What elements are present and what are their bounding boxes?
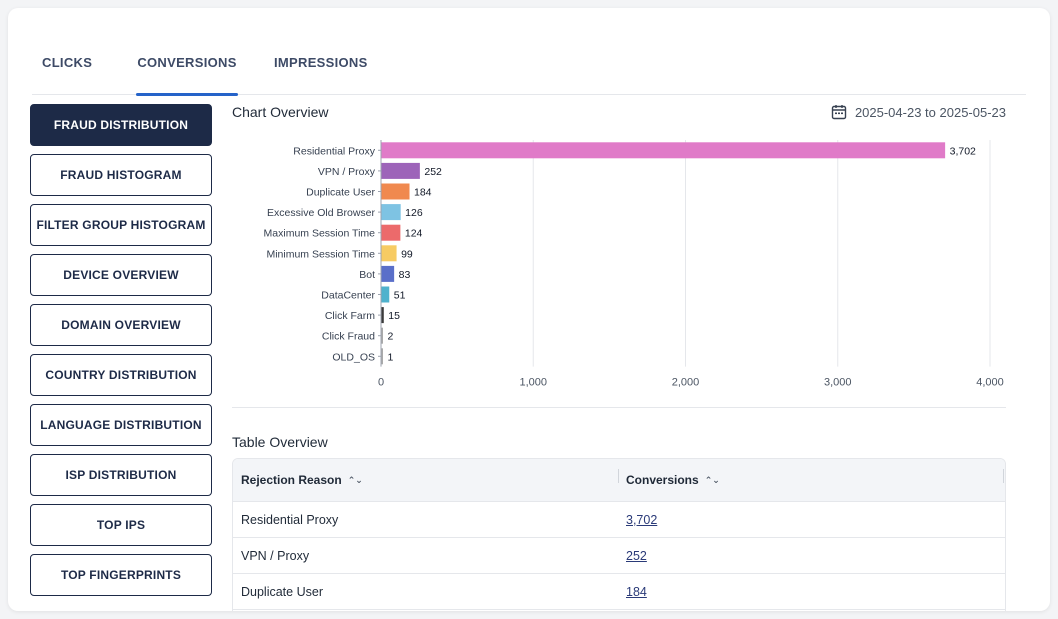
bar xyxy=(381,348,383,365)
table-section-title: Table Overview xyxy=(232,434,328,450)
category-label: Click Farm xyxy=(325,310,375,322)
bar xyxy=(381,286,390,303)
calendar-icon xyxy=(831,104,847,120)
rejection-table: Rejection Reason ⌃⌄ Conversions ⌃⌄ Residen… xyxy=(232,458,1006,611)
column-header-conversions[interactable]: Conversions ⌃⌄ xyxy=(618,469,1005,487)
cell-conversions-link[interactable]: 3,702 xyxy=(626,512,658,527)
tab-bar: CLICKS CONVERSIONS IMPRESSIONS xyxy=(32,48,1026,96)
data-label: 124 xyxy=(405,228,423,240)
bar xyxy=(381,142,946,159)
sidebar-item-fraud-distribution[interactable]: FRAUD DISTRIBUTION xyxy=(30,104,212,146)
tab-conversions[interactable]: CONVERSIONS xyxy=(136,48,238,96)
data-label: 1 xyxy=(388,351,394,363)
data-label: 51 xyxy=(394,290,406,302)
cell-conversions-link[interactable]: 184 xyxy=(626,584,647,599)
cell-reason: VPN / Proxy xyxy=(241,548,310,563)
chart-section-title: Chart Overview xyxy=(232,104,329,120)
data-label: 2 xyxy=(388,331,394,343)
sort-icon[interactable]: ⌃⌄ xyxy=(704,475,720,486)
cell-reason: Duplicate User xyxy=(241,584,323,599)
bar xyxy=(381,183,410,200)
table-row: VPN / Proxy 252 xyxy=(233,538,1005,574)
sidebar-item-country-distribution[interactable]: COUNTRY DISTRIBUTION xyxy=(30,354,212,396)
data-label: 99 xyxy=(401,248,413,260)
sidebar-item-isp-distribution[interactable]: ISP DISTRIBUTION xyxy=(30,454,212,496)
chart-svg: 0 1,000 2,000 3,000 4,000 Residential Proxy 3,… xyxy=(264,140,1004,389)
section-divider xyxy=(232,407,1006,408)
table-row: Duplicate User 184 xyxy=(233,574,1005,610)
category-label: Excessive Old Browser xyxy=(267,207,375,219)
data-label: 126 xyxy=(405,207,423,219)
x-tick-label: 2,000 xyxy=(672,377,700,389)
data-label: 252 xyxy=(424,166,442,178)
dashboard-card: CLICKS CONVERSIONS IMPRESSIONS FRAUD DIS… xyxy=(8,8,1050,611)
table-row: Residential Proxy 3,702 xyxy=(233,502,1005,538)
sidebar-item-top-fingerprints[interactable]: TOP FINGERPRINTS xyxy=(30,554,212,596)
sort-icon[interactable]: ⌃⌄ xyxy=(347,475,363,486)
bar xyxy=(381,265,395,282)
date-range[interactable]: 2025-04-23 to 2025-05-23 xyxy=(831,104,1006,120)
sidebar-item-filter-group-histogram[interactable]: FILTER GROUP HISTOGRAM xyxy=(30,204,212,246)
sidebar-item-device-overview[interactable]: DEVICE OVERVIEW xyxy=(30,254,212,296)
bar xyxy=(381,224,401,241)
cell-reason: Residential Proxy xyxy=(241,512,339,527)
data-label: 3,702 xyxy=(950,145,976,157)
x-tick-label: 1,000 xyxy=(519,377,547,389)
sidebar: FRAUD DISTRIBUTION FRAUD HISTOGRAM FILTE… xyxy=(30,104,212,604)
category-label: OLD_OS xyxy=(332,351,375,363)
bar xyxy=(381,307,384,324)
cell-conversions-link[interactable]: 252 xyxy=(626,548,647,563)
category-label: DataCenter xyxy=(321,290,375,302)
bar xyxy=(381,245,397,262)
bar xyxy=(381,204,401,221)
x-tick-label: 0 xyxy=(378,377,384,389)
category-label: VPN / Proxy xyxy=(318,166,376,178)
category-label: Click Fraud xyxy=(322,331,375,343)
bar xyxy=(381,327,383,344)
main-panel: Chart Overview 2025-04-23 to 2025-05-23 … xyxy=(232,104,1006,611)
fraud-distribution-chart: 0 1,000 2,000 3,000 4,000 Residential Proxy 3,… xyxy=(232,134,1006,399)
category-label: Duplicate User xyxy=(306,187,375,199)
sidebar-item-language-distribution[interactable]: LANGUAGE DISTRIBUTION xyxy=(30,404,212,446)
table-header: Rejection Reason ⌃⌄ Conversions ⌃⌄ xyxy=(233,459,1005,502)
tab-clicks[interactable]: CLICKS xyxy=(42,55,93,70)
category-label: Residential Proxy xyxy=(293,145,375,157)
data-label: 184 xyxy=(414,187,432,199)
sidebar-item-domain-overview[interactable]: DOMAIN OVERVIEW xyxy=(30,304,212,346)
data-label: 15 xyxy=(388,310,400,322)
x-tick-label: 3,000 xyxy=(824,377,852,389)
sidebar-item-fraud-histogram[interactable]: FRAUD HISTOGRAM xyxy=(30,154,212,196)
bar xyxy=(381,162,420,179)
data-label: 83 xyxy=(399,269,411,281)
date-range-text: 2025-04-23 to 2025-05-23 xyxy=(854,104,1006,120)
category-label: Bot xyxy=(359,269,375,281)
tab-impressions[interactable]: IMPRESSIONS xyxy=(274,55,368,70)
sidebar-item-top-ips[interactable]: TOP IPS xyxy=(30,504,212,546)
column-header-rejection-reason[interactable]: Rejection Reason ⌃⌄ xyxy=(241,473,363,487)
category-label: Minimum Session Time xyxy=(266,248,375,260)
x-tick-label: 4,000 xyxy=(976,377,1004,389)
category-label: Maximum Session Time xyxy=(264,228,376,240)
